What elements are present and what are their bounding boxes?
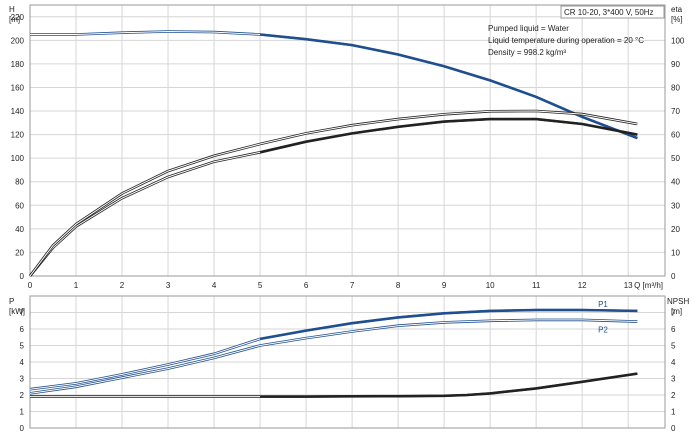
top-right-tick-label: 0 bbox=[671, 272, 676, 281]
info-line: Pumped liquid = Water bbox=[488, 24, 569, 33]
x-tick-label: 11 bbox=[532, 281, 541, 290]
x-tick-label: 9 bbox=[442, 281, 447, 290]
top-left-tick-label: 120 bbox=[11, 131, 25, 140]
bottom-left-tick-label: 1 bbox=[20, 408, 25, 417]
top-right-axis-label: eta bbox=[671, 5, 683, 14]
bottom-right-tick-label: 5 bbox=[671, 342, 676, 351]
bottom-right-axis-label: NPSH bbox=[667, 297, 689, 306]
title-box bbox=[560, 5, 665, 19]
x-tick-label: 5 bbox=[258, 281, 263, 290]
top-plot-frame bbox=[29, 4, 666, 277]
x-tick-label: 6 bbox=[304, 281, 309, 290]
chart-title: CR 10-20, 3*400 V, 50Hz bbox=[564, 8, 654, 17]
bottom-right-tick-label: 7 bbox=[671, 309, 676, 318]
bottom-left-tick-label: 2 bbox=[20, 391, 25, 400]
top-right-tick-label: 30 bbox=[671, 201, 680, 210]
top-right-tick-label: 20 bbox=[671, 225, 680, 234]
x-tick-label: 2 bbox=[120, 281, 125, 290]
top-left-tick-label: 200 bbox=[11, 36, 25, 45]
top-left-tick-label: 40 bbox=[15, 225, 24, 234]
info-line: Liquid temperature during operation = 20… bbox=[488, 36, 644, 45]
series-label-p2: P2 bbox=[598, 326, 608, 335]
x-tick-label: 7 bbox=[350, 281, 355, 290]
top-right-tick-label: 100 bbox=[671, 36, 685, 45]
bottom-right-axis-unit: [m] bbox=[671, 307, 682, 316]
x-tick-label: 13 bbox=[624, 281, 633, 290]
bottom-left-tick-label: 4 bbox=[20, 358, 25, 367]
p2-curve-inner bbox=[29, 319, 638, 394]
top-right-tick-label: 10 bbox=[671, 248, 680, 257]
top-left-tick-label: 20 bbox=[15, 248, 24, 257]
top-left-tick-label: 0 bbox=[20, 272, 25, 281]
series-label-p1: P1 bbox=[598, 300, 608, 309]
p2-curve-outline bbox=[29, 318, 638, 395]
top-left-axis-label: H bbox=[9, 5, 15, 14]
bottom-right-tick-label: 3 bbox=[671, 375, 676, 384]
top-left-tick-label: 180 bbox=[11, 60, 25, 69]
top-left-tick-label: 60 bbox=[15, 201, 24, 210]
info-line: Density = 998.2 kg/m³ bbox=[488, 48, 566, 57]
bottom-left-tick-label: 6 bbox=[20, 325, 25, 334]
bottom-left-tick-label: 5 bbox=[20, 342, 25, 351]
x-axis-label: Q [m³/h] bbox=[634, 281, 663, 290]
x-tick-label: 0 bbox=[28, 281, 33, 290]
p1-curve-operating-range bbox=[259, 308, 638, 340]
efficiency-curve-alt-inner bbox=[29, 110, 638, 277]
bottom-right-tick-label: 6 bbox=[671, 325, 676, 334]
bottom-left-tick-label: 0 bbox=[20, 424, 25, 433]
x-tick-label: 12 bbox=[578, 281, 587, 290]
x-tick-label: 3 bbox=[166, 281, 171, 290]
top-right-tick-label: 90 bbox=[671, 60, 680, 69]
bottom-right-tick-label: 0 bbox=[671, 424, 676, 433]
bottom-right-tick-label: 1 bbox=[671, 408, 676, 417]
bottom-left-tick-label: 3 bbox=[20, 375, 25, 384]
efficiency-curve-operating-range bbox=[259, 118, 638, 154]
top-left-tick-label: 80 bbox=[15, 178, 24, 187]
bottom-right-tick-label: 4 bbox=[671, 358, 676, 367]
bottom-right-tick-label: 2 bbox=[671, 391, 676, 400]
top-left-axis-unit: [m] bbox=[9, 15, 20, 24]
x-tick-label: 1 bbox=[74, 281, 79, 290]
top-right-tick-label: 40 bbox=[671, 178, 680, 187]
top-right-axis-unit: [%] bbox=[671, 15, 683, 24]
top-left-tick-label: 220 bbox=[11, 13, 25, 22]
head-curve-operating-range bbox=[259, 33, 638, 140]
top-right-tick-label: 70 bbox=[671, 107, 680, 116]
top-right-tick-label: 80 bbox=[671, 83, 680, 92]
bottom-left-axis-label: P bbox=[9, 297, 14, 306]
bottom-left-axis-unit: [kW] bbox=[9, 307, 25, 316]
top-right-tick-label: 60 bbox=[671, 131, 680, 140]
bottom-left-tick-label: 7 bbox=[20, 309, 25, 318]
x-tick-label: 8 bbox=[396, 281, 401, 290]
top-left-tick-label: 160 bbox=[11, 83, 25, 92]
top-left-tick-label: 140 bbox=[11, 107, 25, 116]
x-tick-label: 10 bbox=[486, 281, 495, 290]
top-left-tick-label: 100 bbox=[11, 154, 25, 163]
top-right-tick-label: 50 bbox=[671, 154, 680, 163]
x-tick-label: 4 bbox=[212, 281, 217, 290]
npsh-curve-operating-range bbox=[260, 372, 638, 398]
bottom-plot-frame bbox=[29, 295, 666, 429]
